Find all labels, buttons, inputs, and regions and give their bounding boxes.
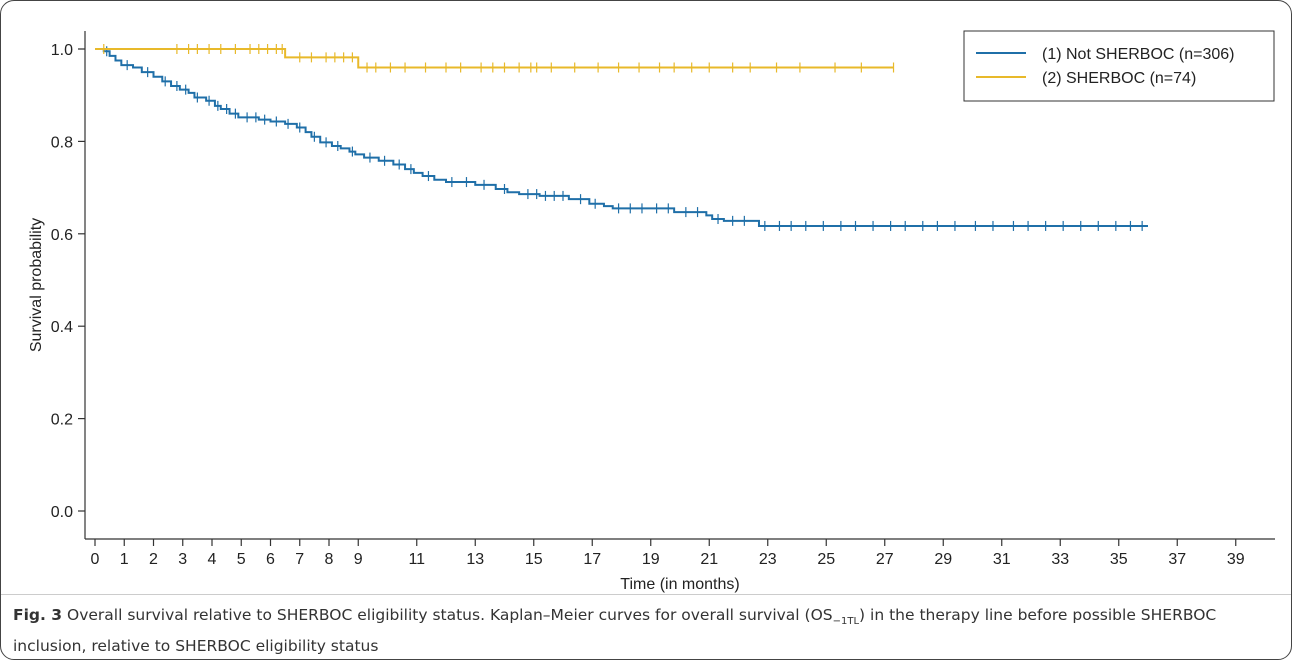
x-tick-label: 9 — [354, 551, 363, 568]
x-tick-label: 35 — [1110, 551, 1128, 568]
y-tick-label: 0.6 — [51, 227, 73, 244]
legend-box — [963, 30, 1275, 102]
x-tick-label: 0 — [91, 551, 100, 568]
x-tick-label: 11 — [408, 551, 425, 568]
x-tick-label: 27 — [876, 551, 894, 568]
legend-label-2: (2) SHERBOC (n=74) — [1042, 70, 1196, 87]
x-tick-label: 1 — [120, 551, 129, 568]
x-tick-label: 4 — [208, 551, 217, 568]
caption-text-2: ) in the therapy line before possible SH… — [13, 606, 1217, 656]
x-tick-label: 19 — [642, 551, 660, 568]
series-line-1 — [95, 48, 1148, 227]
y-tick-label: 0.4 — [51, 319, 73, 336]
x-tick-label: 39 — [1227, 551, 1245, 568]
x-tick-label: 33 — [1051, 551, 1069, 568]
kaplan-meier-chart: 0.00.20.40.60.81.00 1 2 3 4 5 6 7 8 9 11 13 15 17 19 21… — [28, 30, 1275, 593]
x-tick-label: 21 — [700, 551, 718, 568]
legend-label-1: (1) Not SHERBOC (n=306) — [1042, 46, 1235, 63]
y-tick-label: 0.2 — [51, 412, 73, 429]
x-tick-label: 29 — [934, 551, 952, 568]
caption-text-1: Overall survival relative to SHERBOC eli… — [62, 606, 833, 624]
x-tick-label: 2 — [149, 551, 158, 568]
x-tick-label: 5 — [237, 551, 246, 568]
figure-caption: Fig. 3 Overall survival relative to SHER… — [13, 603, 1275, 658]
caption-subscript: −1TL — [832, 616, 860, 628]
x-tick-label: 3 — [178, 551, 187, 568]
series-line-2 — [95, 48, 894, 69]
x-tick-label: 8 — [325, 551, 334, 568]
x-tick-label: 23 — [759, 551, 777, 568]
x-tick-label: 6 — [266, 551, 275, 568]
figure-label: Fig. 3 — [13, 606, 63, 624]
x-tick-label: 7 — [295, 551, 304, 568]
y-tick-label: 0.0 — [51, 504, 73, 521]
x-tick-label: 17 — [583, 551, 601, 568]
x-axis-label: Time (in months) — [620, 576, 739, 593]
x-tick-label: 31 — [993, 551, 1011, 568]
y-tick-label: 0.8 — [51, 134, 73, 151]
y-axis-label: Survival probability — [28, 218, 45, 352]
x-tick-label: 25 — [817, 551, 835, 568]
caption-divider — [1, 594, 1291, 595]
y-tick-label: 1.0 — [51, 42, 73, 59]
x-tick-label: 15 — [525, 551, 543, 568]
x-tick-label: 13 — [466, 551, 484, 568]
x-tick-label: 37 — [1168, 551, 1186, 568]
